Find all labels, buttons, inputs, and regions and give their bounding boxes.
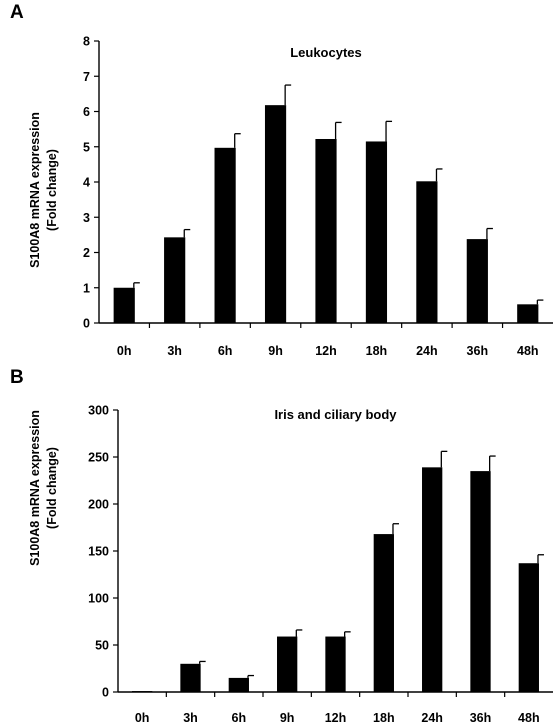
chart-b-x-tick-label: 36h: [470, 711, 492, 725]
chart-a-x-tick-label: 12h: [315, 344, 337, 358]
chart-a-bar-0h: [113, 287, 135, 323]
chart-a-y-tick-label: 1: [83, 281, 90, 295]
chart-b-title: Iris and ciliary body: [274, 407, 397, 422]
chart-b-x-tick-label: 24h: [421, 711, 443, 725]
chart-b-y-axis-label-line: (Fold change): [45, 447, 59, 529]
panel-label-a: A: [10, 2, 24, 23]
chart-b-bar-12h: [325, 636, 346, 692]
chart-a-y-tick-label: 2: [83, 246, 90, 260]
chart-b-bar-36h: [470, 471, 491, 692]
chart-b-bar-24h: [422, 467, 443, 692]
chart-a-y-tick-label: 5: [83, 140, 90, 154]
chart-a-x-tick-label: 18h: [366, 344, 388, 358]
chart-a-x-tick-label: 24h: [416, 344, 438, 358]
chart-panel-a: Leukocytes S100A8 mRNA expression (Fold ch…: [28, 35, 553, 358]
chart-a-bar-9h: [264, 105, 287, 323]
chart-a-title: Leukocytes: [290, 45, 362, 60]
chart-b-bar-18h: [373, 534, 394, 692]
chart-panel-b: Iris and ciliary body S100A8 mRNA express…: [28, 404, 553, 725]
chart-b-bar-3h: [180, 663, 201, 692]
chart-a-y-tick-label: 0: [83, 317, 90, 331]
chart-b-y-tick-label: 250: [88, 451, 109, 465]
chart-b-bar-9h: [277, 636, 298, 692]
chart-b-bar-6h: [228, 677, 249, 692]
chart-a-bar-36h: [466, 239, 488, 323]
chart-b-y-tick-label: 100: [88, 592, 109, 606]
chart-a-y-axis-label: S100A8 mRNA expression (Fold change): [28, 112, 59, 268]
chart-a-x-tick-label: 9h: [268, 344, 283, 358]
chart-a-y-tick-label: 4: [83, 176, 90, 190]
chart-b-x-tick-label: 9h: [280, 711, 295, 725]
chart-a-x-tick-label: 6h: [218, 344, 233, 358]
panel-label-b: B: [10, 367, 24, 388]
chart-a-x-tick-label: 3h: [167, 344, 182, 358]
chart-a-y-axis-label-line: (Fold change): [45, 149, 59, 231]
chart-a-bar-6h: [214, 147, 236, 323]
chart-b-x-tick-label: 48h: [518, 711, 540, 725]
chart-b-y-tick-label: 0: [102, 686, 109, 700]
chart-b-bar-48h: [518, 563, 539, 692]
chart-a-bar-48h: [517, 304, 539, 323]
chart-a-x-tick-label: 48h: [517, 344, 539, 358]
chart-b-y-tick-label: 150: [88, 545, 109, 559]
chart-b-y-tick-label: 300: [88, 404, 109, 418]
chart-b-y-axis-label: S100A8 mRNA expression (Fold change): [28, 410, 59, 566]
chart-b-x-tick-label: 3h: [183, 711, 198, 725]
chart-a-y-tick-label: 7: [83, 70, 90, 84]
chart-b-bar-0h: [132, 691, 153, 692]
chart-b-y-axis-label-line: S100A8 mRNA expression: [28, 410, 42, 566]
chart-a-y-axis-label-line: S100A8 mRNA expression: [28, 112, 42, 268]
chart-a-bar-3h: [164, 237, 186, 323]
chart-b-x-tick-label: 6h: [232, 711, 247, 725]
chart-a-x-tick-label: 0h: [117, 344, 132, 358]
chart-b-x-tick-label: 12h: [325, 711, 347, 725]
chart-a-y-tick-label: 3: [83, 211, 90, 225]
chart-a-bar-12h: [315, 138, 337, 323]
chart-b-y-tick-label: 200: [88, 498, 109, 512]
chart-b-y-tick-label: 50: [95, 639, 109, 653]
chart-b-x-tick-label: 0h: [135, 711, 150, 725]
chart-a-y-tick-label: 6: [83, 105, 90, 119]
chart-a-bar-24h: [416, 181, 438, 323]
chart-a-bar-18h: [365, 141, 388, 323]
chart-a-y-tick-label: 8: [83, 35, 90, 49]
chart-a-x-tick-label: 36h: [467, 344, 489, 358]
chart-b-x-tick-label: 18h: [373, 711, 395, 725]
